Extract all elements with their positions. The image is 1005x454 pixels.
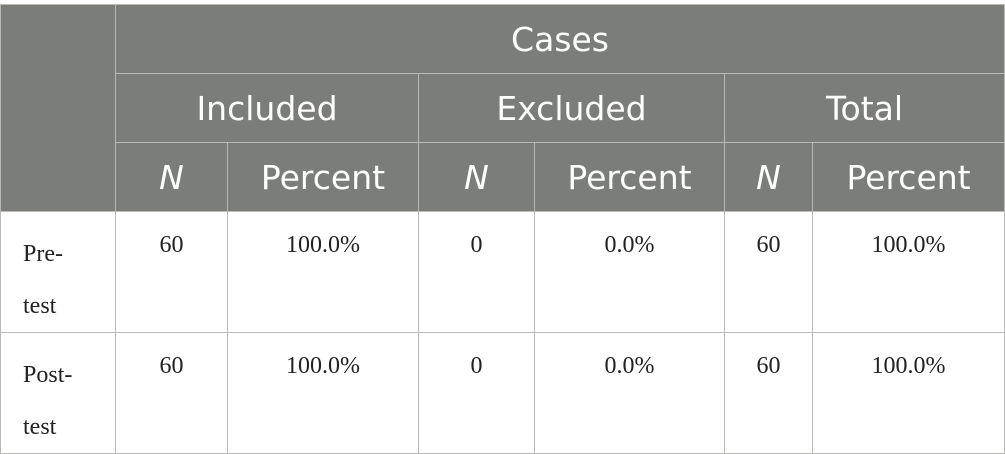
included-percent-value: 100.0% [286,353,360,379]
excluded-percent-value: 0.0% [604,232,655,258]
excluded-percent-value: 0.0% [604,353,655,379]
total-percent-header: Percent [811,142,1005,212]
row-label-line2: test [23,293,57,319]
included-n-value: 60 [159,232,184,258]
total-n-cell: 60 [724,211,813,333]
row-label-line2: test [23,414,57,440]
row-label: Post- test [0,332,116,454]
table-row-pretest: Pre- test 60 100.0% 0 0.0% 60 100.0% [0,211,1005,333]
header-row-groups: Included Excluded Total [1,73,1005,143]
corner-cell [0,4,116,212]
row-label-line1: Post- [23,362,73,388]
included-header: Included [115,73,419,143]
total-percent-cell: 100.0% [811,211,1005,333]
included-percent-header: Percent [227,142,419,212]
included-n-value: 60 [159,353,184,379]
excluded-n-value: 0 [470,353,483,379]
total-n-value: 60 [756,232,781,258]
row-label-line1: Pre- [23,241,63,267]
excluded-n-header: N [418,142,535,212]
excluded-n-cell: 0 [418,332,535,454]
excluded-percent-cell: 0.0% [534,332,725,454]
included-percent-value: 100.0% [286,232,360,258]
total-n-header: N [724,142,813,212]
total-percent-cell: 100.0% [811,332,1005,454]
total-header: Total [723,73,1005,143]
excluded-n-cell: 0 [418,211,535,333]
included-percent-cell: 100.0% [227,211,419,333]
excluded-header: Excluded [418,73,725,143]
excluded-n-value: 0 [470,232,483,258]
total-percent-value: 100.0% [871,232,946,258]
header-row-measures: N Percent N Percent N Percent [1,142,1005,212]
total-n-cell: 60 [724,332,813,454]
case-processing-table: Cases Included Excluded Total N Percent … [0,4,1005,454]
header-row-cases: Cases [0,4,1005,212]
excluded-percent-cell: 0.0% [534,211,725,333]
included-n-cell: 60 [115,211,228,333]
row-label: Pre- test [0,211,116,333]
included-n-cell: 60 [115,332,228,454]
total-n-value: 60 [756,353,781,379]
total-percent-value: 100.0% [871,353,946,379]
excluded-percent-header: Percent [534,142,725,212]
included-n-header: N [115,142,228,212]
cases-header: Cases [114,4,1005,74]
included-percent-cell: 100.0% [227,332,419,454]
table-row-posttest: Post- test 60 100.0% 0 0.0% 60 100.0% [0,332,1005,454]
